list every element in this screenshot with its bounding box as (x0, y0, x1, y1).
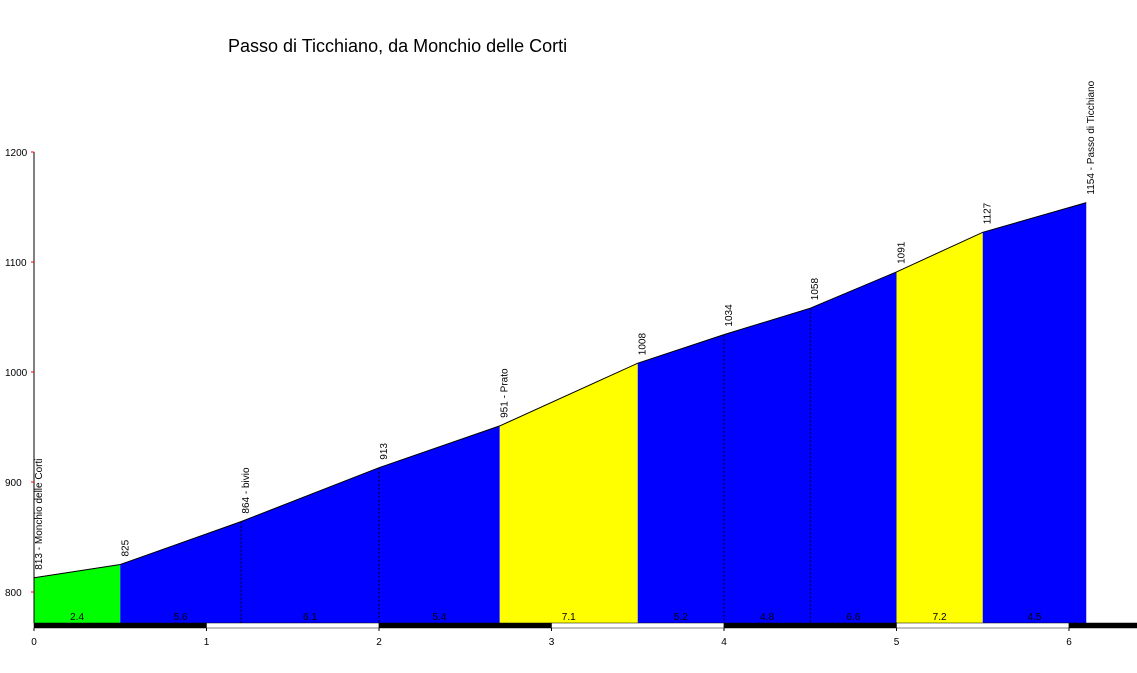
chart-title: Passo di Ticchiano, da Monchio delle Cor… (228, 36, 567, 56)
elevation-label: 1127 (983, 202, 994, 224)
elevation-label: 813 - Monchio delle Corti (34, 459, 45, 570)
km-scale-bar (33, 622, 1137, 629)
elevation-labels: 813 - Monchio delle Corti 825 864 - bivio 9… (34, 80, 1097, 569)
elevation-label: 1154 - Passo di Ticchiano (1086, 80, 1097, 194)
segment-fill (120, 425, 500, 623)
km-bar-segment (723, 622, 897, 629)
elevation-label: 951 - Prato (500, 368, 511, 418)
elevation-label: 1008 (638, 333, 649, 356)
segment-fill (982, 202, 1087, 623)
km-bar-segment (1068, 622, 1137, 629)
gradient-label: 6.6 (846, 612, 860, 623)
gradient-label: 5.6 (174, 612, 188, 623)
profile-line (33, 202, 1087, 579)
segment-fill (34, 564, 121, 623)
segment-fill (896, 232, 983, 624)
segment-fill (637, 271, 897, 623)
km-bar-segment (206, 622, 380, 629)
y-tick-label: 800 (5, 588, 22, 599)
gradient-label: 5.4 (432, 612, 446, 623)
x-tick-label: 1 (204, 637, 210, 648)
gradient-label: 4.5 (1028, 612, 1042, 623)
x-tick-label: 4 (721, 637, 727, 648)
gradient-label: 6.1 (303, 612, 317, 623)
gradient-label: 7.2 (933, 612, 947, 623)
km-bar-segment (896, 622, 1070, 629)
x-axis: 0 1 2 3 4 5 6 (31, 628, 1072, 648)
y-tick-label: 1100 (5, 258, 27, 269)
gradient-labels: 2.4 5.6 6.1 5.4 7.1 5.2 4.8 6.6 7.2 4.5 (70, 612, 1042, 623)
gradient-label: 2.4 (70, 612, 84, 623)
y-tick-label: 1200 (5, 148, 28, 159)
km-bar-segment (378, 622, 552, 629)
segment-fills (34, 202, 1087, 624)
profile-outline (33, 202, 1087, 579)
km-bar-segment (551, 622, 725, 629)
y-tick-label: 900 (5, 478, 22, 489)
segment-fill (499, 363, 638, 623)
y-axis: 800 900 1000 1100 1200 (5, 148, 35, 623)
elevation-label: 913 (379, 443, 390, 460)
x-tick-label: 3 (549, 637, 555, 648)
elevation-label: 1091 (897, 241, 908, 264)
dashed-markers (240, 308, 811, 623)
gradient-label: 5.2 (674, 612, 688, 623)
elevation-label: 825 (120, 539, 131, 556)
y-tick-label: 1000 (5, 368, 28, 379)
gradient-label: 4.8 (760, 612, 774, 623)
x-tick-label: 6 (1066, 637, 1072, 648)
elevation-label: 864 - bivio (241, 467, 252, 514)
elevation-label: 1034 (724, 304, 735, 327)
x-tick-label: 0 (31, 637, 37, 648)
km-bar-segment (33, 622, 207, 629)
x-tick-label: 2 (376, 637, 382, 648)
gradient-label: 7.1 (562, 612, 576, 623)
x-tick-label: 5 (894, 637, 900, 648)
elevation-label: 1058 (810, 278, 821, 301)
